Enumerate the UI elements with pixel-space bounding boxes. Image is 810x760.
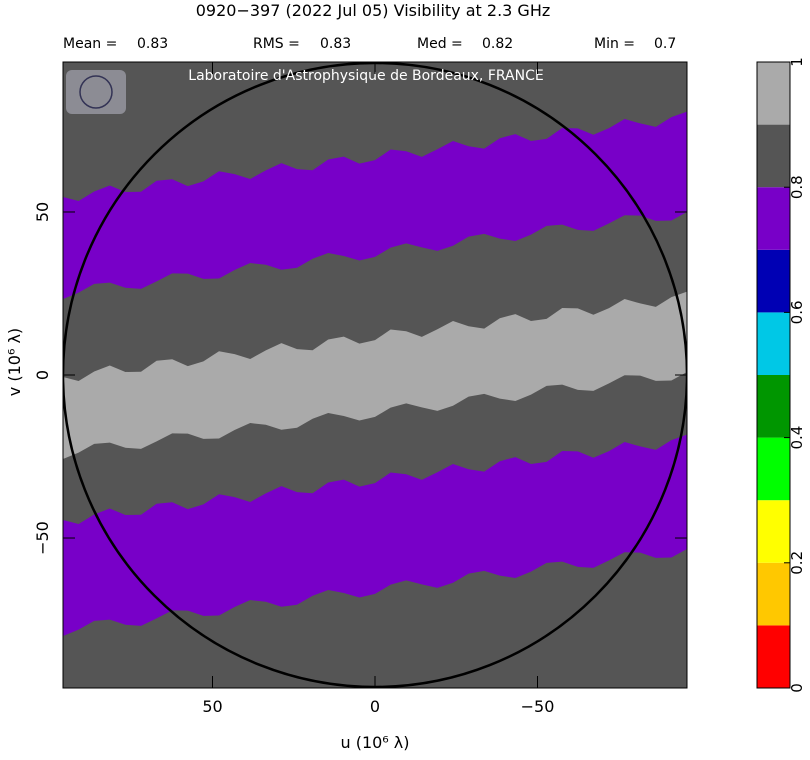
colorbar-frame <box>756 61 791 689</box>
colorbar-level <box>757 562 790 626</box>
colorbar-level <box>757 249 790 313</box>
logo <box>66 70 126 114</box>
stat-label: Mean = <box>63 36 117 52</box>
stat-label: Min = <box>594 36 635 52</box>
y-tick-label: −50 <box>33 521 52 555</box>
map-band <box>63 434 687 636</box>
colorbar-tick-label: 0.2 <box>788 551 806 575</box>
chart-title: 0920−397 (2022 Jul 05) Visibility at 2.3… <box>196 1 551 20</box>
y-tick-label: 50 <box>33 202 52 222</box>
watermark: Laboratoire d'Astrophysique de Bordeaux,… <box>188 68 543 84</box>
x-tick-label: 0 <box>370 697 380 716</box>
colorbar-tick-label: 0 <box>788 683 806 693</box>
stat-label: RMS = <box>253 36 300 52</box>
map <box>63 62 687 688</box>
colorbar-level <box>757 625 790 688</box>
stat-label: Med = <box>417 36 463 52</box>
x-tick-label: −50 <box>521 697 555 716</box>
colorbar-level <box>757 500 790 563</box>
stat-value: 0.83 <box>137 36 168 52</box>
stat-value: 0.83 <box>320 36 351 52</box>
x-axis-label: u (10⁶ λ) <box>340 733 409 752</box>
colorbar-tick-label: 1 <box>788 57 806 67</box>
colorbar-level <box>757 437 790 501</box>
stat-value: 0.82 <box>482 36 513 52</box>
colorbar-tick-label: 0.6 <box>788 300 806 324</box>
colorbar-level <box>757 375 790 438</box>
colorbar-level <box>757 312 790 375</box>
stat-value: 0.7 <box>654 36 676 52</box>
colorbar-level <box>757 187 790 250</box>
y-tick-label: 0 <box>33 370 52 380</box>
map-band <box>63 291 687 459</box>
colorbar-tick-label: 0.4 <box>788 426 806 450</box>
colorbar-level <box>757 124 790 188</box>
x-tick-label: 50 <box>202 697 222 716</box>
y-axis-label: v (10⁶ λ) <box>5 328 24 396</box>
colorbar-level <box>757 62 790 125</box>
map-band <box>63 111 687 300</box>
colorbar-tick-label: 0.8 <box>788 175 806 199</box>
